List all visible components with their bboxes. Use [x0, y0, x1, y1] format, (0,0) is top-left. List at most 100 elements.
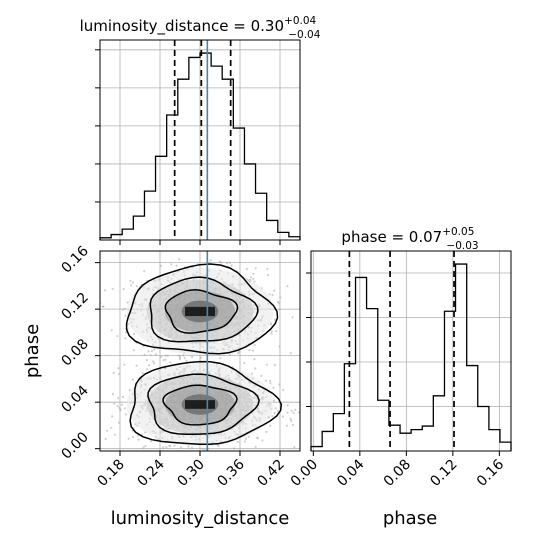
scatter-point [286, 285, 289, 288]
scatter-point [217, 444, 220, 448]
scatter-point [182, 354, 185, 357]
scatter-point [211, 452, 213, 454]
contour-line [162, 384, 238, 426]
contour-line [149, 276, 259, 343]
scatter-point [273, 364, 276, 367]
scatter-point [243, 440, 247, 443]
scatter-point [122, 288, 125, 291]
scatter-point [149, 440, 153, 443]
scatter-point [137, 438, 140, 441]
scatter-point [117, 397, 120, 400]
scatter-point [121, 395, 124, 398]
scatter-point [112, 371, 115, 374]
scatter-point [173, 444, 176, 447]
scatter-point [199, 356, 203, 359]
scatter-point [275, 454, 277, 456]
scatter-point [104, 437, 107, 441]
scatter-point [145, 359, 148, 362]
scatter-point [278, 345, 281, 348]
scatter-point [113, 433, 117, 436]
scatter-point [162, 359, 165, 362]
scatter-point [256, 436, 259, 439]
scatter-point [177, 258, 181, 261]
scatter-point [175, 264, 178, 267]
scatter-point [120, 403, 123, 406]
scatter-point [228, 261, 231, 264]
scatter-point [153, 348, 156, 351]
density-core [185, 306, 215, 317]
scatter-point [292, 423, 295, 427]
scatter-point [292, 411, 295, 414]
scatter-point [124, 314, 127, 317]
x-tick-label: 0.30 [174, 457, 207, 490]
scatter-point [269, 424, 272, 427]
contour-line [164, 289, 239, 334]
scatter-point [271, 415, 274, 418]
scatter-point [252, 272, 255, 275]
scatter-point [219, 357, 222, 360]
scatter-point [101, 305, 104, 308]
scatter-point [290, 419, 293, 422]
scatter-point [236, 440, 239, 443]
scatter-point [157, 438, 160, 441]
scatter-point [123, 363, 126, 366]
scatter-point [131, 378, 134, 381]
scatter-point [294, 408, 297, 411]
scatter-point [181, 455, 183, 457]
scatter-point [204, 453, 206, 455]
scatter-point [132, 349, 135, 352]
scatter-point [278, 308, 281, 311]
x-tick-label: 0.00 [288, 457, 321, 490]
scatter-point [270, 330, 273, 333]
x-tick-label: 0.18 [94, 457, 127, 490]
scatter-point [286, 411, 289, 414]
scatter-point [236, 453, 238, 455]
scatter-point [116, 335, 119, 338]
scatter-point [117, 421, 120, 424]
scatter-point [264, 379, 267, 382]
scatter-point [111, 287, 114, 290]
scatter-point [185, 359, 188, 362]
scatter-point [279, 296, 282, 299]
x-tick-label: 0.12 [427, 457, 460, 490]
scatter-point [121, 308, 124, 311]
scatter-point [249, 276, 253, 279]
scatter-point [237, 352, 240, 355]
scatter-point [111, 393, 114, 396]
scatter-point [141, 372, 144, 375]
scatter-point [132, 332, 136, 336]
scatter-point [164, 358, 167, 361]
scatter-point [190, 446, 194, 449]
scatter-point [252, 277, 255, 280]
scatter-point [230, 264, 233, 267]
scatter-point [270, 323, 273, 326]
scatter-point [281, 415, 284, 418]
scatter-point [254, 267, 257, 270]
scatter-point [83, 286, 85, 288]
panel-frame [310, 250, 512, 452]
scatter-point [251, 349, 254, 352]
scatter-point [208, 261, 211, 264]
scatter-point [127, 437, 130, 440]
scatter-point [178, 358, 181, 361]
scatter-point [124, 307, 127, 310]
scatter-point [285, 424, 288, 427]
scatter-point [254, 445, 257, 448]
scatter-point [225, 262, 228, 265]
scatter-point [304, 294, 306, 296]
contour-line [125, 263, 279, 355]
scatter-point [165, 446, 168, 449]
scatter-point [290, 409, 293, 412]
scatter-point [289, 417, 292, 420]
scatter-point [270, 332, 273, 335]
scatter-point [177, 354, 180, 357]
scatter-point [152, 362, 156, 365]
scatter-point [152, 360, 155, 363]
scatter-point [118, 372, 121, 376]
scatter-point [277, 410, 280, 413]
scatter-point [277, 302, 280, 305]
scatter-point [168, 444, 171, 447]
scatter-point [201, 447, 204, 450]
scatter-point [125, 331, 128, 334]
scatter-point [187, 445, 190, 448]
